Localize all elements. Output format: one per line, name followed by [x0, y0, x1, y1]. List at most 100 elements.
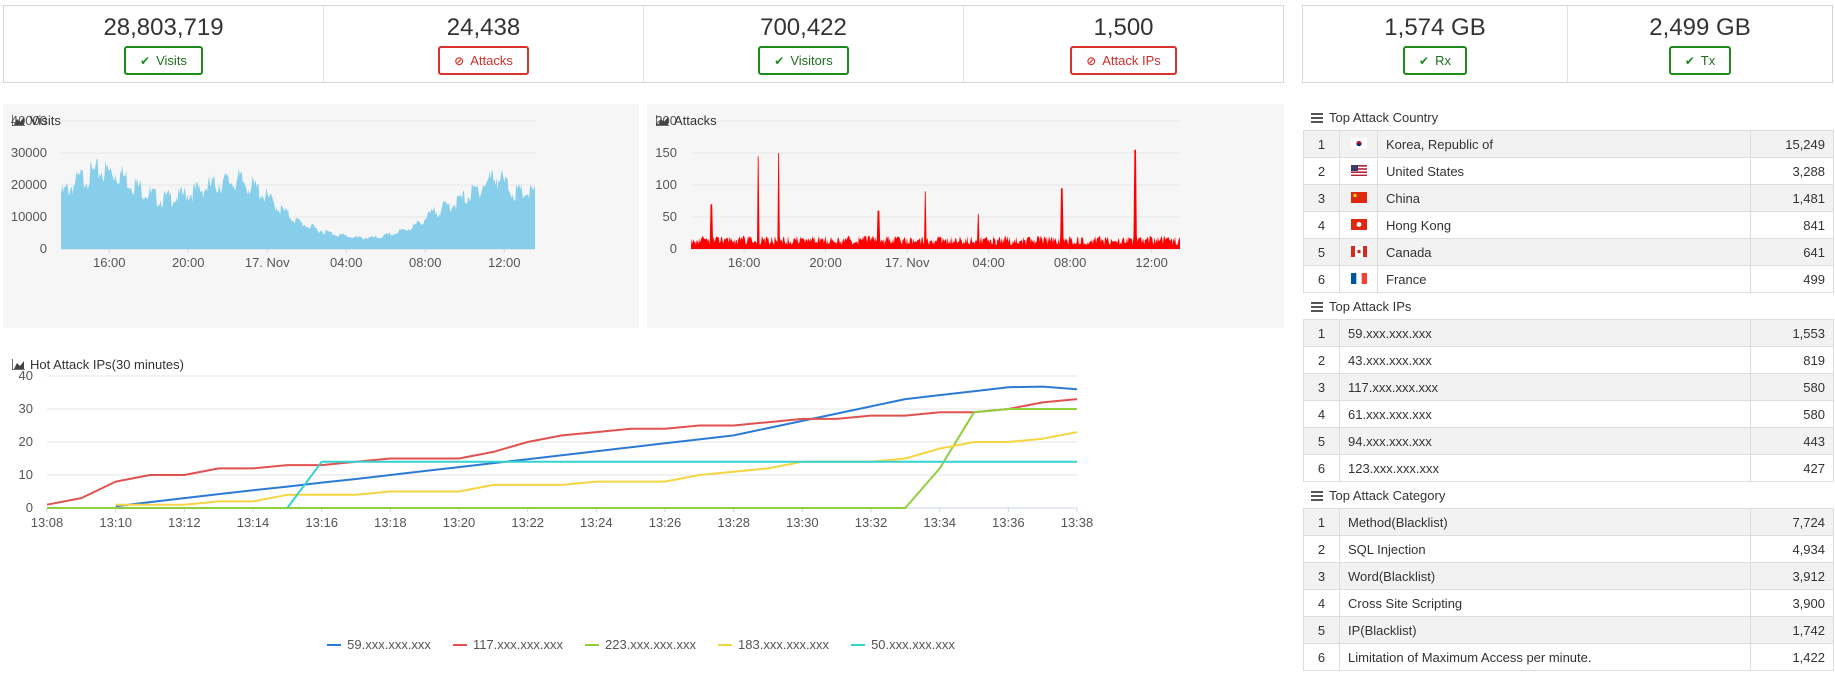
- x-tick-label: 16:00: [728, 255, 761, 270]
- ca-flag-icon: [1350, 245, 1367, 257]
- x-tick-label: 13:38: [1061, 515, 1094, 530]
- area-chart-icon: [656, 115, 669, 126]
- stat-value: 700,422: [760, 14, 847, 41]
- count-cell: 1,422: [1750, 643, 1834, 671]
- flag-cell: [1339, 130, 1378, 158]
- y-tick-label: 20000: [11, 177, 47, 192]
- table-row[interactable]: 1 59.xxx.xxx.xxx 1,553: [1303, 319, 1834, 347]
- attack-ips-badge[interactable]: ⊘ Attack IPs: [1070, 46, 1177, 75]
- series-line: [115, 385, 1078, 508]
- flag-cell: [1339, 265, 1378, 293]
- name-cell: Korea, Republic of: [1377, 130, 1751, 158]
- table-row[interactable]: 2 SQL Injection 4,934: [1303, 535, 1834, 563]
- badge-label: Tx: [1700, 53, 1716, 68]
- y-tick-label: 150: [655, 145, 677, 160]
- count-cell: 499: [1750, 265, 1834, 293]
- x-tick-label: 12:00: [488, 255, 521, 270]
- rank-cell: 5: [1303, 238, 1340, 266]
- badge-label: Attacks: [470, 53, 513, 68]
- y-tick-label: 0: [40, 241, 47, 256]
- rx-badge[interactable]: ✔ Rx: [1403, 46, 1467, 75]
- us-flag-icon: [1350, 164, 1367, 176]
- table-row[interactable]: 6 France 499: [1303, 265, 1834, 293]
- legend-swatch: [851, 643, 866, 646]
- tx-badge[interactable]: ✔ Tx: [1668, 46, 1732, 75]
- name-cell: 61.xxx.xxx.xxx: [1339, 400, 1751, 428]
- name-cell: 43.xxx.xxx.xxx: [1339, 346, 1751, 374]
- table-row[interactable]: 3 117.xxx.xxx.xxx 580: [1303, 373, 1834, 401]
- table-row[interactable]: 2 43.xxx.xxx.xxx 819: [1303, 346, 1834, 374]
- y-tick-label: 50: [663, 209, 677, 224]
- table-row[interactable]: 6 123.xxx.xxx.xxx 427: [1303, 454, 1834, 482]
- table-row[interactable]: 6 Limitation of Maximum Access per minute…: [1303, 643, 1834, 671]
- attacks-badge[interactable]: ⊘ Attacks: [438, 46, 529, 75]
- name-cell: SQL Injection: [1339, 535, 1751, 563]
- chart-title-text: Hot Attack IPs(30 minutes): [30, 357, 184, 372]
- stat-value: 24,438: [446, 14, 521, 41]
- table-row[interactable]: 4 Cross Site Scripting 3,900: [1303, 589, 1834, 617]
- legend-item[interactable]: 183.xxx.xxx.xxx: [718, 637, 829, 652]
- table-row[interactable]: 5 Canada 641: [1303, 238, 1834, 266]
- table-row[interactable]: 4 61.xxx.xxx.xxx 580: [1303, 400, 1834, 428]
- table-row[interactable]: 1 Method(Blacklist) 7,724: [1303, 508, 1834, 536]
- stat-attacks: 24,438 ⊘ Attacks: [324, 6, 644, 82]
- name-cell: 59.xxx.xxx.xxx: [1339, 319, 1751, 347]
- legend-item[interactable]: 223.xxx.xxx.xxx: [585, 637, 696, 652]
- rank-cell: 1: [1303, 508, 1340, 536]
- table-title-text: Top Attack Category: [1329, 488, 1446, 503]
- table-row[interactable]: 2 United States 3,288: [1303, 157, 1834, 185]
- hot-attack-ips-legend: 59.xxx.xxx.xxx 117.xxx.xxx.xxx 223.xxx.xxx…: [0, 637, 1282, 652]
- legend-item[interactable]: 59.xxx.xxx.xxx: [327, 637, 431, 652]
- legend-item[interactable]: 50.xxx.xxx.xxx: [851, 637, 955, 652]
- table-row[interactable]: 4 Hong Kong 841: [1303, 211, 1834, 239]
- legend-label: 223.xxx.xxx.xxx: [605, 637, 697, 652]
- count-cell: 641: [1750, 238, 1834, 266]
- table-row[interactable]: 5 94.xxx.xxx.xxx 443: [1303, 427, 1834, 455]
- visitors-badge[interactable]: ✔ Visitors: [758, 46, 849, 75]
- stat-value: 28,803,719: [103, 14, 224, 41]
- count-cell: 819: [1750, 346, 1834, 374]
- rank-cell: 3: [1303, 184, 1340, 212]
- y-tick-label: 100: [655, 177, 677, 192]
- list-icon: [1311, 112, 1323, 123]
- rank-cell: 6: [1303, 265, 1340, 293]
- stat-value: 2,499 GB: [1649, 14, 1751, 41]
- x-tick-label: 13:32: [855, 515, 888, 530]
- top-category-title: Top Attack Category: [1311, 488, 1445, 503]
- x-tick-label: 08:00: [1054, 255, 1087, 270]
- rank-cell: 4: [1303, 400, 1340, 428]
- flag-cell: [1339, 184, 1378, 212]
- y-tick-label: 0: [26, 500, 33, 515]
- legend-item[interactable]: 117.xxx.xxx.xxx: [452, 637, 563, 652]
- rank-cell: 3: [1303, 373, 1340, 401]
- name-cell: Hong Kong: [1377, 211, 1751, 239]
- top-country-title: Top Attack Country: [1311, 110, 1438, 125]
- top-category-table: 1 Method(Blacklist) 7,724 2 SQL Injection 4,9…: [1303, 508, 1834, 671]
- table-row[interactable]: 3 Word(Blacklist) 3,912: [1303, 562, 1834, 590]
- rank-cell: 6: [1303, 643, 1340, 671]
- hk-flag-icon: [1350, 218, 1367, 230]
- count-cell: 1,553: [1750, 319, 1834, 347]
- count-cell: 841: [1750, 211, 1834, 239]
- visits-badge[interactable]: ✔ Visits: [124, 46, 203, 75]
- stat-attack-ips: 1,500 ⊘ Attack IPs: [964, 6, 1283, 82]
- table-row[interactable]: 1 Korea, Republic of 15,249: [1303, 130, 1834, 158]
- table-row[interactable]: 5 IP(Blacklist) 1,742: [1303, 616, 1834, 644]
- x-tick-label: 13:08: [31, 515, 64, 530]
- x-tick-label: 13:10: [99, 515, 132, 530]
- count-cell: 3,900: [1750, 589, 1834, 617]
- stat-rx: 1,574 GB ✔ Rx: [1303, 6, 1568, 82]
- stat-tx: 2,499 GB ✔ Tx: [1568, 6, 1832, 82]
- table-row[interactable]: 3 China 1,481: [1303, 184, 1834, 212]
- visits-chart-panel: 40000 30000 20000 10000 0 16:00 20:00 17. Nov 04…: [3, 104, 639, 328]
- legend-swatch: [585, 643, 599, 646]
- attacks-area-series: [691, 149, 1180, 249]
- hot-attack-ips-title: Hot Attack IPs(30 minutes): [12, 357, 184, 372]
- cn-flag-icon: [1350, 191, 1367, 203]
- y-tick-label: 30000: [11, 145, 47, 160]
- y-tick-label: 0: [670, 241, 677, 256]
- rank-cell: 1: [1303, 130, 1340, 158]
- count-cell: 3,912: [1750, 562, 1834, 590]
- check-icon: ✔: [774, 53, 785, 68]
